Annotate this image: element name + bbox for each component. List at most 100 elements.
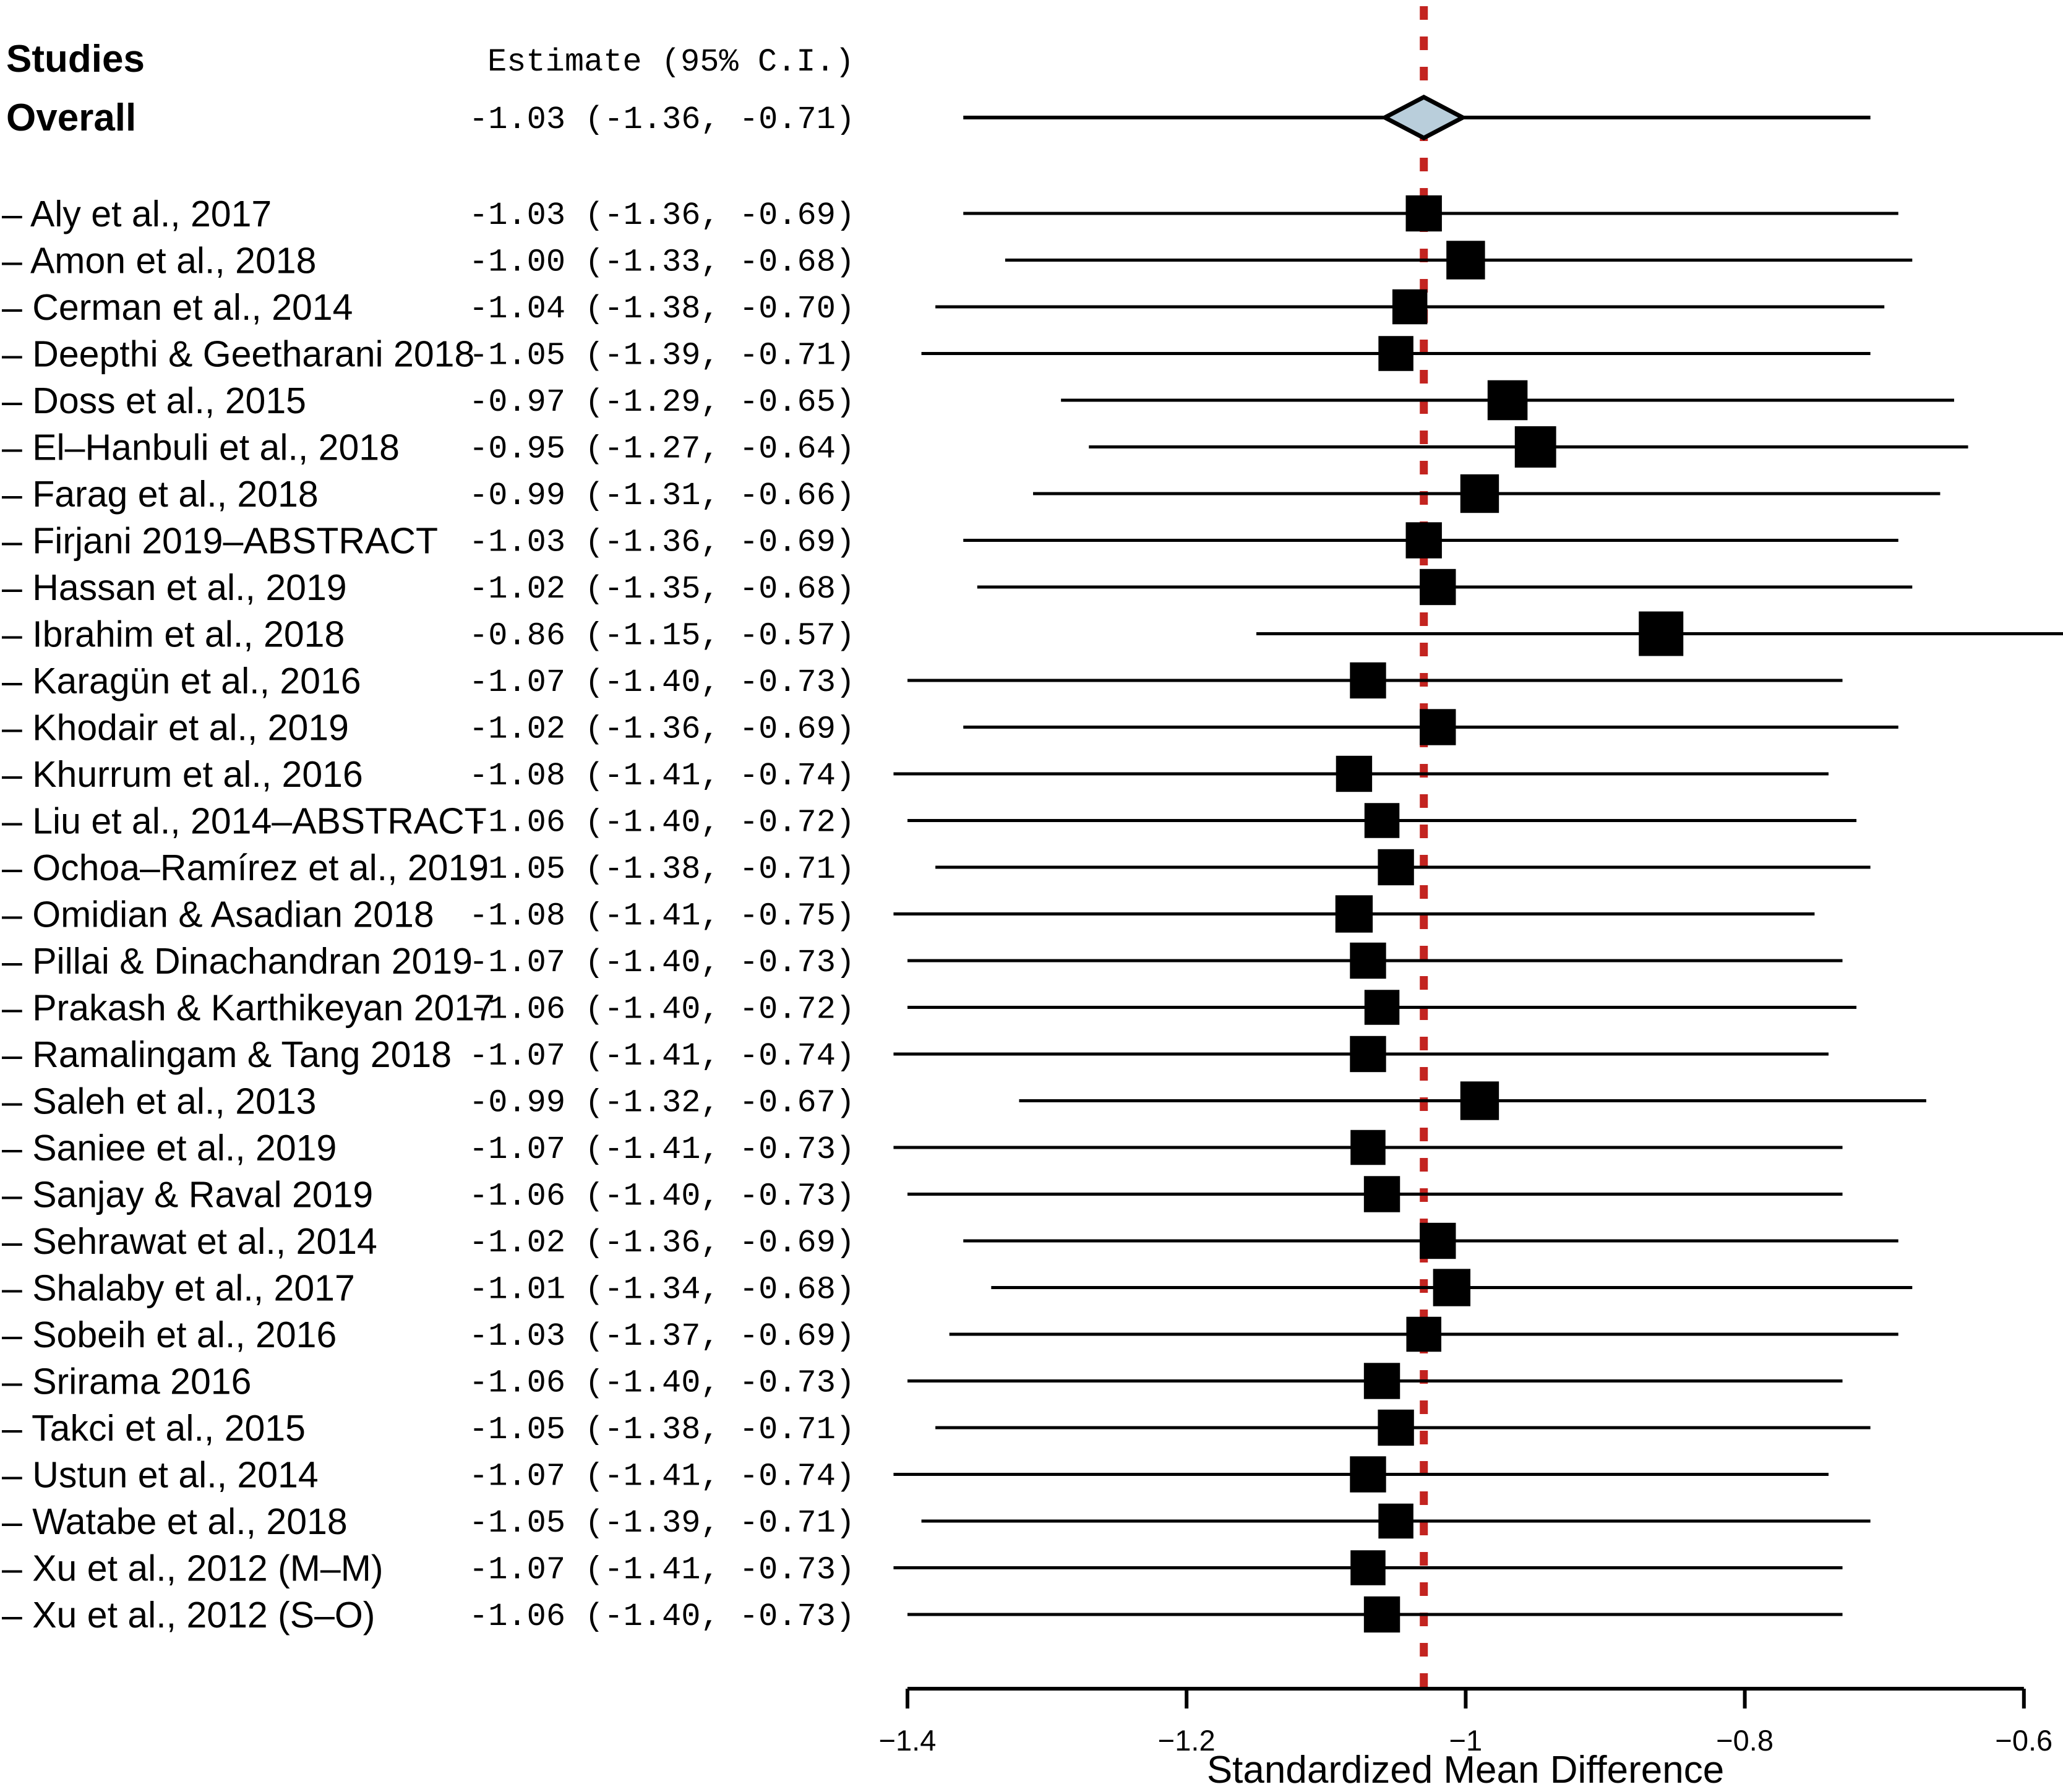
study-label: – Firjani 2019–ABSTRACT — [2, 521, 438, 562]
study-marker — [1350, 942, 1386, 979]
study-estimate: -1.06 (-1.40, -0.72) — [469, 992, 855, 1028]
estimate-column-header: Estimate (95% C.I.) — [487, 44, 854, 80]
study-label: – Xu et al., 2012 (S–O) — [2, 1595, 375, 1636]
study-label: – Hassan et al., 2019 — [2, 567, 347, 608]
study-row: – Aly et al., 2017 -1.03 (-1.36, -0.69) — [2, 194, 1898, 234]
study-label: – Farag et al., 2018 — [2, 474, 319, 515]
study-estimate: -1.03 (-1.36, -0.69) — [469, 525, 855, 561]
study-marker — [1364, 990, 1400, 1025]
study-marker — [1364, 803, 1400, 838]
study-marker — [1363, 1596, 1400, 1633]
study-label: – Shalaby et al., 2017 — [2, 1268, 355, 1309]
study-label: – Ramalingam & Tang 2018 — [2, 1034, 452, 1075]
study-estimate: -1.06 (-1.40, -0.72) — [469, 805, 855, 841]
study-estimate: -1.01 (-1.34, -0.68) — [469, 1272, 855, 1308]
study-row: – Shalaby et al., 2017 -1.01 (-1.34, -0.6… — [2, 1268, 1913, 1309]
study-estimate: -0.99 (-1.31, -0.66) — [469, 478, 855, 514]
study-label: – Pillai & Dinachandran 2019 — [2, 941, 473, 982]
x-axis-tick-label: −1 — [1449, 1724, 1483, 1757]
study-row: – Firjani 2019–ABSTRACT -1.03 (-1.36, -0.… — [2, 521, 1898, 562]
study-label: – Khodair et al., 2019 — [2, 708, 349, 748]
study-marker — [1487, 380, 1528, 421]
study-label: – Takci et al., 2015 — [2, 1408, 306, 1449]
study-estimate: -1.06 (-1.40, -0.73) — [469, 1598, 855, 1635]
study-marker — [1514, 426, 1556, 468]
study-marker — [1378, 1503, 1413, 1539]
overall-estimate: -1.03 (-1.36, -0.71) — [469, 101, 855, 138]
study-estimate: -1.05 (-1.38, -0.71) — [469, 851, 855, 888]
study-marker — [1639, 611, 1684, 656]
study-estimate: -1.03 (-1.37, -0.69) — [469, 1318, 855, 1355]
study-label: – Aly et al., 2017 — [2, 194, 272, 234]
x-axis-tick-label: −0.8 — [1716, 1724, 1773, 1757]
study-estimate: -1.03 (-1.36, -0.69) — [469, 197, 855, 234]
study-marker — [1335, 895, 1373, 933]
study-marker — [1350, 1550, 1386, 1585]
study-estimate: -1.02 (-1.35, -0.68) — [469, 571, 855, 607]
study-label: – Sehrawat et al., 2014 — [2, 1221, 377, 1262]
study-marker — [1406, 1316, 1441, 1352]
study-label: – Khurrum et al., 2016 — [2, 754, 363, 795]
study-row: – Farag et al., 2018 -0.99 (-1.31, -0.66) — [2, 474, 1941, 515]
study-rows: – Aly et al., 2017 -1.03 (-1.36, -0.69)– … — [2, 194, 2063, 1636]
study-estimate: -1.06 (-1.40, -0.73) — [469, 1178, 855, 1215]
study-marker — [1420, 568, 1456, 606]
study-row: – Doss et al., 2015 -0.97 (-1.29, -0.65) — [2, 380, 1954, 421]
study-estimate: -1.07 (-1.41, -0.74) — [469, 1038, 855, 1074]
study-row: – Prakash & Karthikeyan 2017-1.06 (-1.40… — [2, 988, 1857, 1029]
study-label: – Prakash & Karthikeyan 2017 — [2, 988, 495, 1029]
study-row: – Cerman et al., 2014 -1.04 (-1.38, -0.70… — [2, 287, 1885, 328]
study-row: – Ustun et al., 2014 -1.07 (-1.41, -0.74) — [2, 1455, 1829, 1496]
study-estimate: -1.07 (-1.40, -0.73) — [469, 664, 855, 701]
study-marker — [1420, 709, 1456, 745]
study-marker — [1363, 1363, 1400, 1399]
study-row: – Khurrum et al., 2016 -1.08 (-1.41, -0.7… — [2, 754, 1829, 795]
study-label: – Sobeih et al., 2016 — [2, 1314, 337, 1355]
study-label: – Karagün et al., 2016 — [2, 661, 361, 701]
x-axis-tick-label: −1.2 — [1158, 1724, 1216, 1757]
study-row: – Pillai & Dinachandran 2019-1.07 (-1.40… — [2, 941, 1843, 982]
studies-column-header: Studies — [6, 38, 145, 80]
study-label: – Liu et al., 2014–ABSTRACT — [2, 801, 487, 842]
study-label: – Amon et al., 2018 — [2, 241, 316, 281]
study-marker — [1460, 474, 1499, 513]
study-row: – Sehrawat et al., 2014 -1.02 (-1.36, -0.… — [2, 1221, 1898, 1262]
study-row: – Deepthi & Geetharani 2018-1.05 (-1.39,… — [2, 334, 1871, 375]
study-estimate: -1.08 (-1.41, -0.74) — [469, 758, 855, 794]
x-axis-title: Standardized Mean Difference — [1207, 1749, 1724, 1791]
study-marker — [1350, 662, 1386, 699]
study-row: – Saleh et al., 2013 -0.99 (-1.32, -0.67) — [2, 1081, 1926, 1122]
study-estimate: -1.00 (-1.33, -0.68) — [469, 244, 855, 281]
study-marker — [1350, 1130, 1386, 1165]
study-row: – Sanjay & Raval 2019 -1.06 (-1.40, -0.73… — [2, 1175, 1843, 1215]
study-row: – Ochoa–Ramírez et al., 2019-1.05 (-1.38… — [2, 847, 1871, 888]
study-marker — [1378, 849, 1414, 886]
study-marker — [1405, 195, 1442, 232]
study-estimate: -0.86 (-1.15, -0.57) — [469, 618, 855, 654]
study-row: – Saniee et al., 2019 -1.07 (-1.41, -0.73… — [2, 1128, 1843, 1168]
study-row: – Sobeih et al., 2016 -1.03 (-1.37, -0.69… — [2, 1314, 1898, 1355]
study-row: – Watabe et al., 2018 -1.05 (-1.39, -0.71… — [2, 1501, 1871, 1542]
study-label: – Ochoa–Ramírez et al., 2019 — [2, 847, 489, 888]
study-label: – Omidian & Asadian 2018 — [2, 894, 434, 935]
study-marker — [1405, 522, 1442, 559]
study-marker — [1350, 1035, 1386, 1073]
study-estimate: -1.02 (-1.36, -0.69) — [469, 711, 855, 748]
study-marker — [1336, 755, 1373, 792]
study-marker — [1446, 241, 1485, 280]
study-estimate: -1.05 (-1.38, -0.71) — [469, 1412, 855, 1448]
study-marker — [1363, 1176, 1400, 1212]
study-marker — [1460, 1081, 1499, 1120]
study-row: – Xu et al., 2012 (S–O) -1.06 (-1.40, -0.… — [2, 1595, 1843, 1636]
study-estimate: -1.07 (-1.40, -0.73) — [469, 945, 855, 981]
study-marker — [1433, 1269, 1471, 1306]
study-label: – Saniee et al., 2019 — [2, 1128, 337, 1168]
study-row: – Xu et al., 2012 (M–M) -1.07 (-1.41, -0.… — [2, 1548, 1843, 1589]
study-estimate: -1.04 (-1.38, -0.70) — [469, 291, 855, 327]
study-row: – Takci et al., 2015 -1.05 (-1.38, -0.71) — [2, 1408, 1871, 1449]
study-row: – Liu et al., 2014–ABSTRACT-1.06 (-1.40,… — [2, 801, 1857, 842]
study-label: – Cerman et al., 2014 — [2, 287, 353, 328]
study-row: – Srirama 2016 -1.06 (-1.40, -0.73) — [2, 1361, 1843, 1402]
study-estimate: -0.99 (-1.32, -0.67) — [469, 1085, 855, 1121]
